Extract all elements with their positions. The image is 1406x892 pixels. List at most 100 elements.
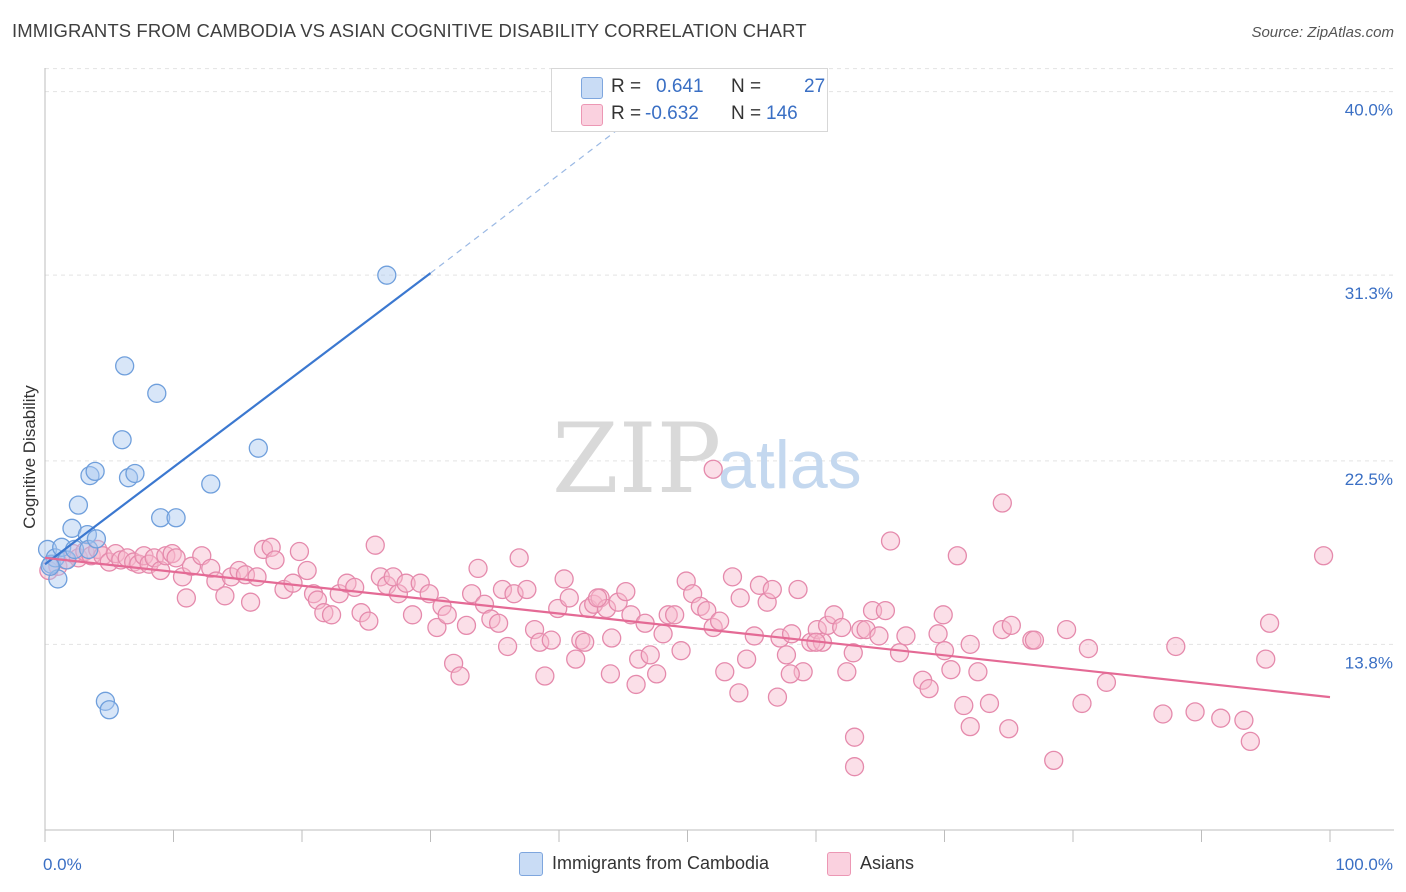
legend-swatch-asians: [581, 104, 603, 126]
watermark: ZIP atlas: [552, 403, 862, 515]
y-tick-label: 31.3%: [1345, 284, 1393, 303]
data-point: [314, 603, 334, 623]
data-point: [456, 615, 477, 636]
data-point: [851, 619, 871, 640]
data-point: [602, 628, 622, 648]
data-point: [933, 605, 953, 625]
data-point: [176, 588, 197, 608]
data-point: [757, 592, 777, 612]
data-point: [321, 605, 342, 625]
data-point: [954, 695, 974, 716]
data-point: [377, 265, 397, 285]
legend-r-label: R =: [611, 76, 642, 97]
data-point: [762, 579, 782, 600]
data-point: [559, 588, 579, 608]
x-tick-label: 0.0%: [43, 855, 82, 874]
legend-n-label: N =: [731, 76, 762, 97]
data-point: [671, 641, 691, 661]
data-point: [461, 584, 482, 604]
data-point: [653, 624, 673, 644]
data-point: [896, 626, 916, 646]
data-point: [566, 649, 586, 669]
legend-n-value: 27: [804, 76, 826, 97]
data-point: [402, 605, 423, 625]
data-point: [621, 605, 641, 625]
y-tick-label: 40.0%: [1345, 101, 1393, 120]
data-point: [261, 537, 281, 557]
data-point: [889, 643, 910, 663]
legend-row-asians: R = -0.632 N = 146: [552, 101, 827, 127]
y-tick-label: 13.8%: [1345, 653, 1393, 672]
data-point: [658, 605, 678, 625]
data-point: [776, 645, 797, 665]
legend-r-label: R =: [611, 103, 642, 124]
data-point: [530, 632, 550, 652]
data-point: [647, 664, 667, 684]
data-point: [68, 495, 89, 515]
data-point: [1313, 546, 1334, 566]
data-point: [1234, 710, 1254, 730]
data-point: [359, 611, 379, 631]
data-point: [468, 558, 488, 579]
data-point: [524, 619, 545, 640]
data-point: [941, 660, 961, 680]
data-point: [928, 624, 948, 644]
data-point: [626, 674, 646, 695]
data-point: [999, 719, 1019, 739]
data-point: [166, 548, 186, 568]
data-point: [125, 463, 145, 484]
data-point: [427, 617, 447, 638]
data-point: [297, 560, 317, 581]
data-point: [844, 727, 865, 747]
data-point: [960, 634, 980, 655]
data-point: [1096, 672, 1117, 692]
bottom-legend-label: Asians: [860, 853, 915, 873]
y-axis-label: Cognitive Disability: [20, 385, 39, 529]
data-point: [1024, 630, 1045, 650]
data-point: [248, 438, 268, 458]
data-point: [832, 617, 852, 638]
data-point: [600, 664, 621, 684]
data-point: [240, 592, 261, 612]
legend-r-value: -0.632: [645, 103, 699, 124]
data-point: [968, 662, 988, 682]
data-point: [780, 664, 800, 684]
data-point: [517, 579, 537, 600]
data-point: [709, 611, 730, 631]
data-point: [875, 600, 896, 621]
data-point: [640, 645, 660, 665]
trend-lines: [44, 124, 1331, 699]
data-point: [166, 508, 186, 528]
data-point: [201, 558, 221, 579]
data-point: [616, 581, 636, 602]
data-point: [215, 586, 235, 606]
data-point: [608, 592, 628, 612]
data-point: [147, 383, 167, 403]
data-point: [722, 567, 743, 587]
data-point: [880, 531, 901, 551]
data-point: [1044, 750, 1064, 771]
correlation-legend: R = 0.641 N = 27 R = -0.632 N = 146: [551, 68, 828, 132]
data-point: [535, 666, 555, 686]
data-point: [665, 605, 685, 625]
data-point: [345, 577, 365, 598]
data-point: [736, 649, 757, 669]
data-point: [697, 600, 717, 621]
data-point: [289, 541, 310, 562]
watermark-atlas: atlas: [718, 427, 862, 503]
bottom-swatch-cambodia: [519, 852, 543, 876]
data-point: [1240, 731, 1260, 752]
data-point: [837, 662, 857, 682]
watermark-zip: ZIP: [552, 403, 721, 515]
data-point: [492, 579, 513, 600]
bottom-legend-label: Immigrants from Cambodia: [552, 853, 770, 873]
data-point: [85, 461, 105, 482]
y-tick-label: 22.5%: [1345, 470, 1393, 489]
data-point: [79, 539, 99, 560]
data-point: [247, 567, 267, 587]
data-point: [509, 548, 529, 568]
data-point: [554, 569, 574, 589]
data-point: [99, 700, 119, 720]
axes: [44, 68, 1394, 842]
data-point: [729, 683, 749, 703]
